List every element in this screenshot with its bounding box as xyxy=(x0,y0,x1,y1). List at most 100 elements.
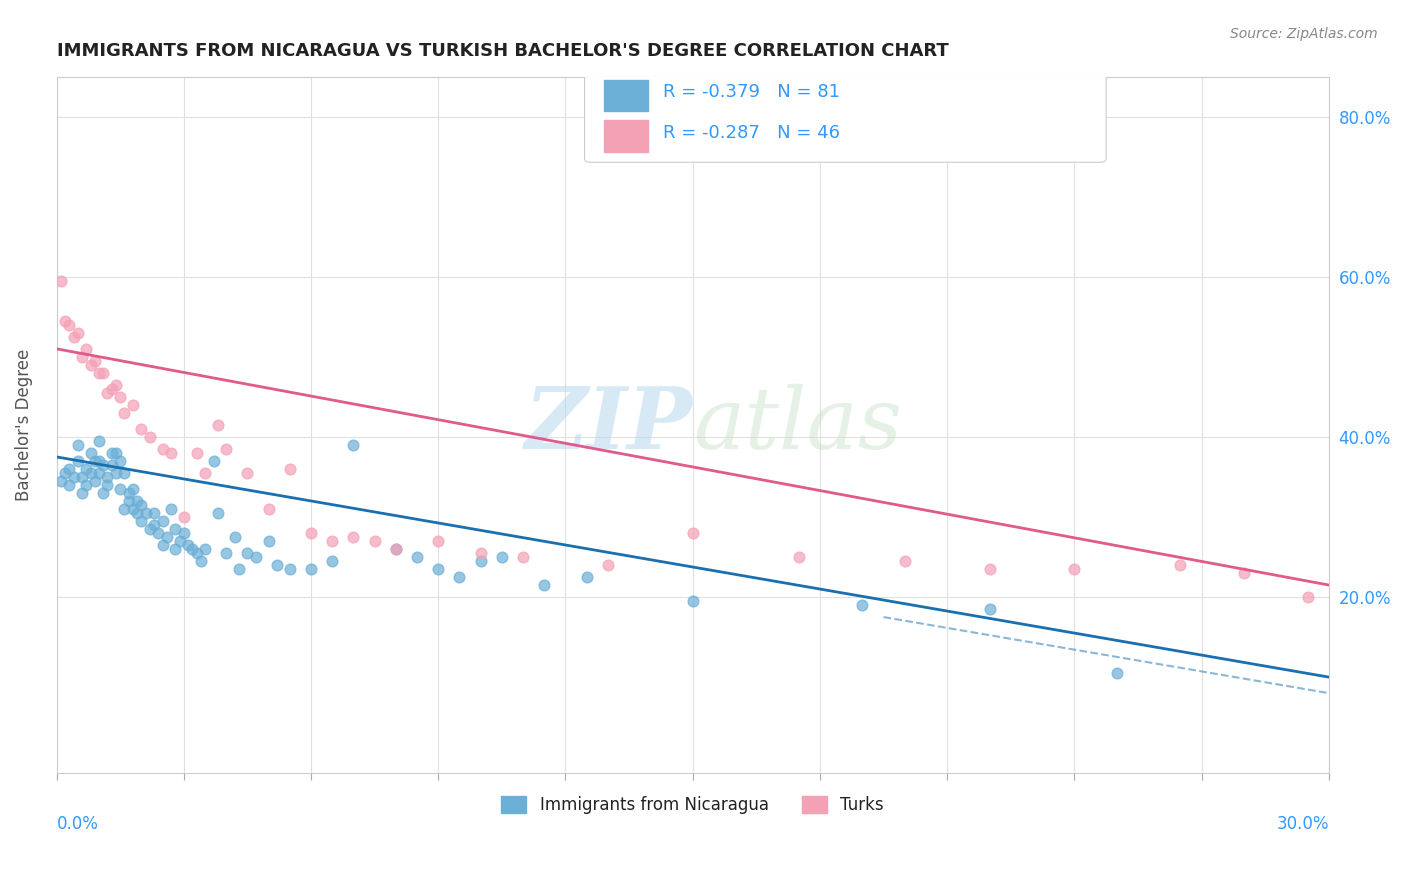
Point xyxy=(79,358,101,372)
Point xyxy=(512,549,534,564)
Point xyxy=(266,558,288,572)
Point xyxy=(979,602,1001,616)
Text: 0.0%: 0.0% xyxy=(56,815,98,833)
Point xyxy=(70,486,93,500)
Point xyxy=(62,470,84,484)
Text: R = -0.379   N = 81: R = -0.379 N = 81 xyxy=(664,83,841,102)
Point xyxy=(215,442,238,456)
Point xyxy=(87,466,110,480)
Point xyxy=(110,454,132,468)
Point xyxy=(1296,590,1319,604)
Point xyxy=(91,458,114,472)
Point xyxy=(165,541,187,556)
Y-axis label: Bachelor's Degree: Bachelor's Degree xyxy=(15,349,32,501)
Point xyxy=(49,274,72,288)
Point xyxy=(122,502,145,516)
Point xyxy=(66,326,89,340)
Point xyxy=(215,546,238,560)
Point xyxy=(75,478,97,492)
Point xyxy=(131,422,153,436)
Point xyxy=(342,530,364,544)
Point xyxy=(96,385,118,400)
Point xyxy=(83,354,105,368)
Point xyxy=(596,558,619,572)
Point xyxy=(186,446,208,460)
Point xyxy=(1063,562,1085,576)
Point xyxy=(152,538,174,552)
Point xyxy=(427,533,450,548)
Point xyxy=(87,366,110,380)
Point xyxy=(75,342,97,356)
Point xyxy=(152,514,174,528)
Point xyxy=(682,526,704,541)
Point xyxy=(194,466,217,480)
Point xyxy=(979,562,1001,576)
Point xyxy=(87,434,110,448)
Point xyxy=(207,417,229,432)
Point xyxy=(228,562,250,576)
Point xyxy=(143,506,166,520)
Point xyxy=(173,526,195,541)
Point xyxy=(148,526,170,541)
Point xyxy=(1105,666,1128,681)
Point xyxy=(58,462,80,476)
Point xyxy=(114,466,136,480)
Point xyxy=(278,462,301,476)
Point xyxy=(118,494,141,508)
Point xyxy=(114,502,136,516)
Point xyxy=(66,438,89,452)
Point xyxy=(385,541,408,556)
Point xyxy=(202,454,225,468)
Point xyxy=(100,458,122,472)
FancyBboxPatch shape xyxy=(585,66,1107,162)
Point xyxy=(118,486,141,500)
Point xyxy=(236,466,259,480)
Text: R = -0.287   N = 46: R = -0.287 N = 46 xyxy=(664,124,841,142)
Point xyxy=(53,466,76,480)
Point xyxy=(449,570,471,584)
Point xyxy=(139,430,162,444)
Bar xyxy=(603,80,648,112)
Point xyxy=(321,554,343,568)
Text: IMMIGRANTS FROM NICARAGUA VS TURKISH BACHELOR'S DEGREE CORRELATION CHART: IMMIGRANTS FROM NICARAGUA VS TURKISH BAC… xyxy=(56,42,949,60)
Point xyxy=(91,486,114,500)
Bar xyxy=(603,120,648,152)
Point xyxy=(299,562,322,576)
Point xyxy=(49,474,72,488)
Point xyxy=(100,382,122,396)
Text: atlas: atlas xyxy=(693,384,901,467)
Point xyxy=(245,549,267,564)
Point xyxy=(58,318,80,332)
Point xyxy=(96,470,118,484)
Point xyxy=(79,466,101,480)
Point xyxy=(135,506,157,520)
Legend: Immigrants from Nicaragua, Turks: Immigrants from Nicaragua, Turks xyxy=(495,789,890,821)
Point xyxy=(122,482,145,496)
Point xyxy=(160,446,183,460)
Point xyxy=(533,578,555,592)
Point xyxy=(682,594,704,608)
Point xyxy=(893,554,915,568)
Point xyxy=(257,502,280,516)
Point xyxy=(177,538,200,552)
Point xyxy=(152,442,174,456)
Point xyxy=(53,314,76,328)
Point xyxy=(278,562,301,576)
Point xyxy=(110,390,132,404)
Point xyxy=(257,533,280,548)
Point xyxy=(1170,558,1192,572)
Point xyxy=(66,454,89,468)
Point xyxy=(160,502,183,516)
Point xyxy=(114,406,136,420)
Point xyxy=(491,549,513,564)
Point xyxy=(186,546,208,560)
Point xyxy=(1233,566,1256,580)
Point xyxy=(139,522,162,536)
Text: ZIP: ZIP xyxy=(524,384,693,467)
Point xyxy=(75,462,97,476)
Point xyxy=(131,498,153,512)
Point xyxy=(181,541,204,556)
Point xyxy=(127,494,149,508)
Point xyxy=(104,466,127,480)
Point xyxy=(70,470,93,484)
